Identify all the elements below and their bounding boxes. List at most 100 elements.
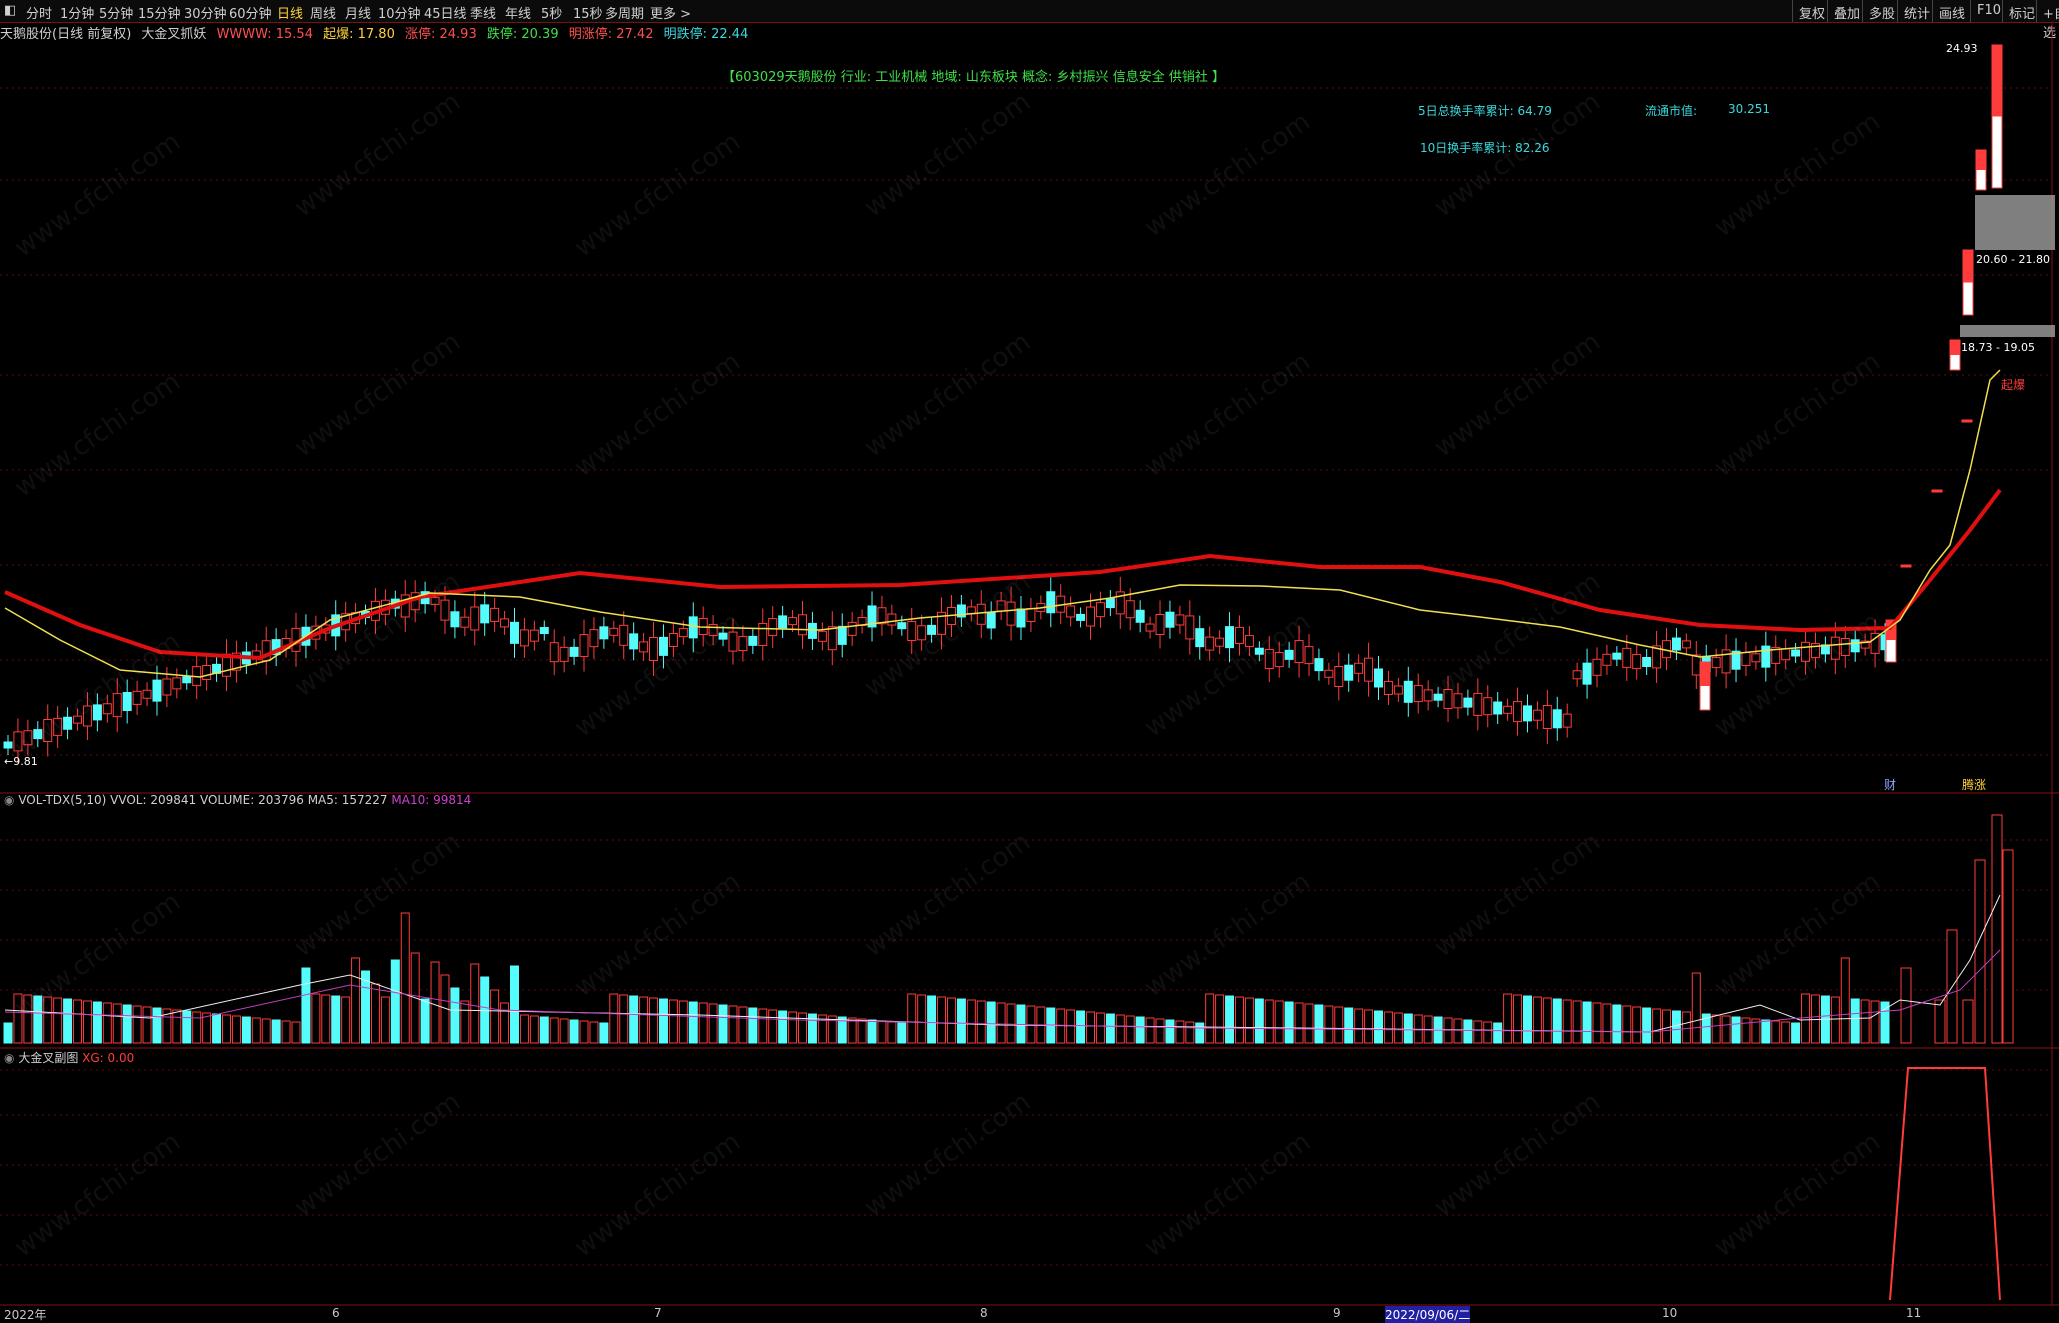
sub-collapse-icon[interactable]: ◉ <box>4 1051 15 1065</box>
candle-body-114 <box>1135 609 1145 623</box>
volume-bar-162 <box>1612 1004 1622 1044</box>
volume-bar-19 <box>192 1011 202 1044</box>
candle-body-64 <box>639 641 649 653</box>
candle-body-68 <box>678 628 688 638</box>
candle-body-153 <box>1522 705 1532 722</box>
volume-bar-4 <box>43 996 53 1044</box>
volume-bar-152 <box>1513 994 1523 1044</box>
candle-body-125 <box>1244 635 1254 648</box>
volume-bar-178 <box>1771 1020 1781 1044</box>
volume-breakout-5 <box>1991 814 2003 1044</box>
period-tab-4[interactable]: 30分钟 <box>184 7 227 22</box>
period-tab-15[interactable]: 多周期 <box>605 7 645 22</box>
period-tab-12[interactable]: 年线 <box>505 7 532 22</box>
candle-body-74 <box>738 636 748 652</box>
liutong-value: 30.251 <box>1728 102 1770 116</box>
toolbar-right-2[interactable]: 多股 <box>1862 0 1901 22</box>
candle-body-13 <box>132 690 142 705</box>
candle-body-112 <box>1115 591 1125 615</box>
volume-bar-110 <box>1095 1012 1105 1044</box>
candle-body-78 <box>778 615 788 629</box>
candle-body-169 <box>1681 640 1691 649</box>
candle-body-129 <box>1284 649 1294 660</box>
volume-bar-124 <box>1234 996 1244 1044</box>
volume-bar-141 <box>1403 1013 1413 1044</box>
volume-bar-138 <box>1374 1010 1384 1044</box>
toolbar-right-5[interactable]: F10 <box>1970 0 2007 22</box>
volume-bar-118 <box>1175 1020 1185 1044</box>
period-tab-1[interactable]: 1分钟 <box>60 7 95 22</box>
volume-bar-172 <box>1711 1014 1721 1044</box>
volume-bar-163 <box>1622 1005 1632 1044</box>
candle-body-123 <box>1225 626 1235 649</box>
candle-body-9 <box>92 704 102 721</box>
toolbar-right-3[interactable]: 统计 <box>1897 0 1936 22</box>
period-tab-6[interactable]: 日线 <box>277 7 304 22</box>
volume-bar-88 <box>877 1020 887 1044</box>
toolbar-right-7[interactable]: +自选 <box>2036 0 2059 41</box>
volume-bar-24 <box>241 1016 251 1044</box>
breakout-candle-0 <box>1900 564 1912 568</box>
indicator-name[interactable]: 大金叉抓妖 <box>141 27 207 42</box>
volume-bar-170 <box>1691 972 1701 1044</box>
period-tab-7[interactable]: 周线 <box>310 7 337 22</box>
candle-body-47 <box>470 606 480 631</box>
volume-bar-131 <box>1304 1003 1314 1044</box>
candle-body-76 <box>758 622 768 646</box>
candle-body-44 <box>440 599 450 621</box>
period-tab-2[interactable]: 5分钟 <box>99 7 134 22</box>
volume-bar-13 <box>132 1005 142 1044</box>
volume-bar-44 <box>440 974 450 1044</box>
volume-bar-180 <box>1791 1022 1801 1044</box>
volume-collapse-icon[interactable]: ◉ <box>4 793 15 807</box>
candle-body-174 <box>1731 650 1741 670</box>
volume-bar-173 <box>1721 1015 1731 1044</box>
candle-body-54 <box>539 627 549 635</box>
toolbar-right-6[interactable]: 标记 <box>2002 0 2041 22</box>
period-tab-14[interactable]: 15秒 <box>573 7 603 22</box>
volume-bar-187 <box>1860 999 1870 1044</box>
stock-title[interactable]: 天鹅股份(日线 前复权) <box>0 27 132 42</box>
candle-body-16 <box>162 678 172 696</box>
candle-body-81 <box>807 622 817 639</box>
volume-bar-10 <box>102 1002 112 1044</box>
volume-bar-48 <box>480 976 490 1044</box>
volume-bar-111 <box>1105 1013 1115 1044</box>
period-tab-9[interactable]: 10分钟 <box>378 7 421 22</box>
period-tab-0[interactable]: 分时 <box>26 7 53 22</box>
candle-body-89 <box>887 613 897 626</box>
toolbar-right-0[interactable]: 复权 <box>1792 0 1831 22</box>
layout-icon[interactable]: ◧ <box>4 3 17 18</box>
volume-breakout-0 <box>1900 967 1912 1044</box>
volume-bar-27 <box>271 1019 281 1044</box>
candle-body-175 <box>1741 652 1751 666</box>
candle-body-141 <box>1403 680 1413 703</box>
sub-pane-title: 大金叉副图 <box>18 1051 79 1065</box>
volume-bar-82 <box>817 1014 827 1044</box>
x-axis-label-2: 7 <box>654 1306 662 1320</box>
period-tab-13[interactable]: 5秒 <box>541 7 563 22</box>
toolbar-right-4[interactable]: 画线 <box>1932 0 1971 22</box>
period-tab-16[interactable]: 更多 > <box>650 7 692 22</box>
period-tab-8[interactable]: 月线 <box>345 7 372 22</box>
candle-body-137 <box>1364 657 1374 682</box>
candle-body-136 <box>1354 662 1364 674</box>
toolbar-right-1[interactable]: 叠加 <box>1827 0 1866 22</box>
period-tab-5[interactable]: 60分钟 <box>229 7 272 22</box>
volume-bar-28 <box>281 1020 291 1044</box>
period-tab-3[interactable]: 15分钟 <box>138 7 181 22</box>
candle-body-160 <box>1592 658 1602 676</box>
volume-bar-20 <box>202 1012 212 1044</box>
period-tab-11[interactable]: 季线 <box>470 7 497 22</box>
volume-bar-154 <box>1532 996 1542 1044</box>
volume-bar-80 <box>797 1012 807 1044</box>
candle-body-52 <box>519 629 529 647</box>
candle-body-130 <box>1294 640 1304 664</box>
volume-bar-96 <box>956 998 966 1044</box>
volume-bar-125 <box>1244 997 1254 1044</box>
candle-body-49 <box>490 607 500 622</box>
volume-bar-54 <box>539 1016 549 1044</box>
cai-mark: 财 <box>1884 778 1897 792</box>
period-tab-10[interactable]: 45日线 <box>424 7 467 22</box>
